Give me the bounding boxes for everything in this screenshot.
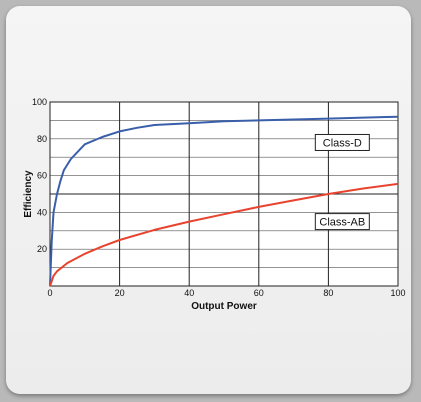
series-label-box xyxy=(314,213,370,231)
grid xyxy=(49,101,399,287)
series-label-box xyxy=(314,133,370,151)
y-tick-label: 40 xyxy=(37,207,47,217)
y-tick-label: 80 xyxy=(37,134,47,144)
series-line-class-d xyxy=(49,115,399,287)
tick-labels: 0 20 40 60 80 100 20 40 60 80 100 xyxy=(32,97,406,298)
series-label-class-d: Class-D xyxy=(323,137,362,149)
x-tick-label: 20 xyxy=(115,288,125,298)
x-tick-label: 60 xyxy=(254,288,264,298)
y-axis-title: Efficiency xyxy=(23,170,34,218)
plot-frame xyxy=(49,101,399,287)
x-tick-label: 40 xyxy=(184,288,194,298)
x-axis-title: Output Power xyxy=(191,301,257,312)
y-tick-label: 100 xyxy=(32,97,47,107)
x-tick-label: 100 xyxy=(390,288,405,298)
y-tick-label: 20 xyxy=(37,244,47,254)
series-label-class-ab: Class-AB xyxy=(319,217,365,229)
series-line-class-ab xyxy=(49,182,399,287)
y-tick-label: 60 xyxy=(37,171,47,181)
series-labels: Class-D Class-AB xyxy=(314,133,370,231)
series-lines xyxy=(49,115,399,287)
x-tick-label: 0 xyxy=(47,288,52,298)
chart-card: 0 20 40 60 80 100 20 40 60 80 100 Class-D Class-AB … xyxy=(6,6,411,394)
x-tick-label: 80 xyxy=(323,288,333,298)
